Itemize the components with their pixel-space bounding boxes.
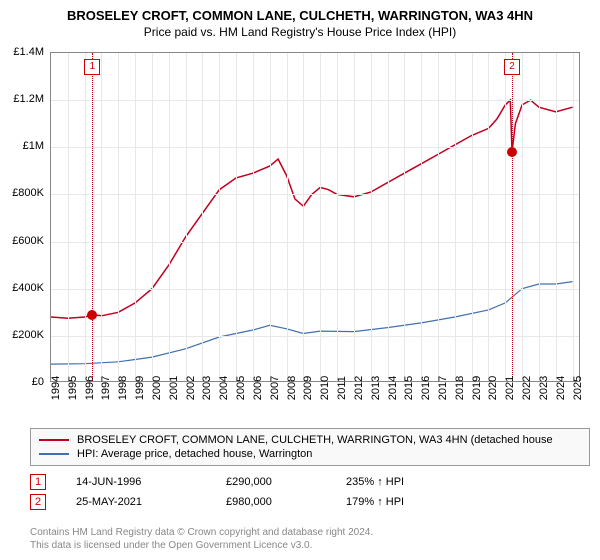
- event-pct: 179% ↑ HPI: [346, 496, 466, 508]
- x-tick-label: 2001: [168, 376, 180, 400]
- series-hpi-line: [51, 282, 573, 365]
- event-line: [512, 53, 513, 381]
- event-marker: 2: [504, 59, 520, 75]
- x-tick-label: 2004: [218, 376, 230, 400]
- x-tick-label: 2017: [437, 376, 449, 400]
- x-tick-label: 2009: [302, 376, 314, 400]
- x-tick-label: 2022: [521, 376, 533, 400]
- chart-title-main: BROSELEY CROFT, COMMON LANE, CULCHETH, W…: [0, 0, 600, 23]
- events-table: 1 14-JUN-1996£290,000235% ↑ HPI 2 25-MAY-20…: [30, 472, 590, 512]
- event-dot: [87, 310, 97, 320]
- x-tick-label: 2020: [487, 376, 499, 400]
- chart-container: BROSELEY CROFT, COMMON LANE, CULCHETH, W…: [0, 0, 600, 560]
- event-date: 25-MAY-2021: [76, 496, 226, 508]
- y-tick-label: £1.2M: [13, 93, 44, 105]
- event-row: 2 25-MAY-2021£980,000179% ↑ HPI: [30, 492, 590, 512]
- x-tick-label: 2014: [387, 376, 399, 400]
- legend-label: BROSELEY CROFT, COMMON LANE, CULCHETH, W…: [77, 434, 553, 446]
- legend-swatch: [39, 439, 69, 441]
- y-tick-label: £400K: [12, 282, 44, 294]
- x-tick-label: 2016: [420, 376, 432, 400]
- event-price: £290,000: [226, 476, 346, 488]
- legend: BROSELEY CROFT, COMMON LANE, CULCHETH, W…: [30, 428, 590, 466]
- y-tick-label: £600K: [12, 235, 44, 247]
- x-tick-label: 2002: [185, 376, 197, 400]
- event-pct: 235% ↑ HPI: [346, 476, 466, 488]
- x-tick-label: 2010: [319, 376, 331, 400]
- event-price: £980,000: [226, 496, 346, 508]
- y-tick-label: £200K: [12, 329, 44, 341]
- x-tick-label: 2015: [403, 376, 415, 400]
- event-row: 1 14-JUN-1996£290,000235% ↑ HPI: [30, 472, 590, 492]
- event-marker: 1: [84, 59, 100, 75]
- x-tick-label: 2013: [370, 376, 382, 400]
- series-property-line: [51, 100, 573, 318]
- y-tick-label: £800K: [12, 187, 44, 199]
- event-line: [92, 53, 93, 381]
- x-axis: 1994199519961997199819992000200120022003…: [50, 384, 580, 424]
- x-tick-label: 2011: [336, 376, 348, 400]
- chart-title-sub: Price paid vs. HM Land Registry's House …: [0, 23, 600, 45]
- y-tick-label: £1.4M: [13, 46, 44, 58]
- event-date: 14-JUN-1996: [76, 476, 226, 488]
- plot-area: 12: [50, 52, 580, 382]
- x-tick-label: 2019: [471, 376, 483, 400]
- x-tick-label: 1998: [117, 376, 129, 400]
- footer-line-1: Contains HM Land Registry data © Crown c…: [30, 526, 373, 539]
- x-tick-label: 2021: [504, 376, 516, 400]
- x-tick-label: 2003: [201, 376, 213, 400]
- y-tick-label: £0: [32, 376, 44, 388]
- x-tick-label: 2000: [151, 376, 163, 400]
- x-tick-label: 2012: [353, 376, 365, 400]
- x-tick-label: 2025: [572, 376, 584, 400]
- y-axis: £0£200K£400K£600K£800K£1M£1.2M£1.4M: [0, 52, 48, 382]
- chart-svg: [51, 53, 581, 383]
- event-dot: [507, 147, 517, 157]
- x-tick-label: 2018: [454, 376, 466, 400]
- event-num-box: 1: [30, 474, 46, 490]
- x-tick-label: 2023: [538, 376, 550, 400]
- legend-row: BROSELEY CROFT, COMMON LANE, CULCHETH, W…: [39, 433, 581, 447]
- x-tick-label: 1996: [84, 376, 96, 400]
- x-tick-label: 2006: [252, 376, 264, 400]
- x-tick-label: 2007: [269, 376, 281, 400]
- x-tick-label: 2024: [555, 376, 567, 400]
- footer-line-2: This data is licensed under the Open Gov…: [30, 539, 373, 552]
- x-tick-label: 1999: [134, 376, 146, 400]
- x-tick-label: 1995: [67, 376, 79, 400]
- x-tick-label: 1997: [100, 376, 112, 400]
- x-tick-label: 2005: [235, 376, 247, 400]
- y-tick-label: £1M: [23, 140, 44, 152]
- x-tick-label: 1994: [50, 376, 62, 400]
- legend-row: HPI: Average price, detached house, Warr…: [39, 447, 581, 461]
- legend-swatch: [39, 453, 69, 455]
- footer: Contains HM Land Registry data © Crown c…: [30, 526, 373, 552]
- legend-label: HPI: Average price, detached house, Warr…: [77, 448, 312, 460]
- x-tick-label: 2008: [286, 376, 298, 400]
- event-num-box: 2: [30, 494, 46, 510]
